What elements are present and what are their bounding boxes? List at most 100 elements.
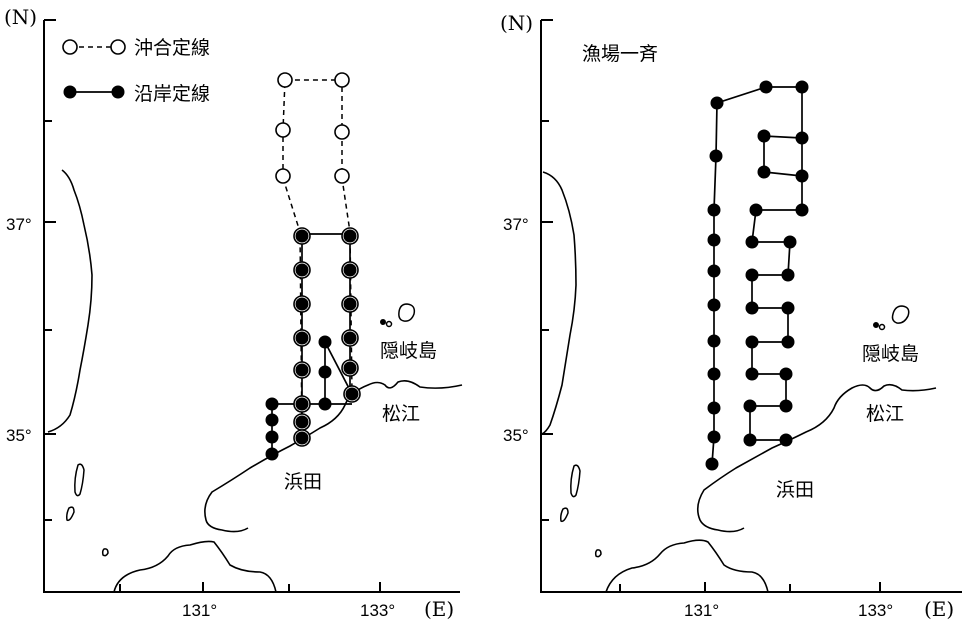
coastal-station bbox=[295, 229, 309, 243]
coastal-station bbox=[343, 263, 357, 277]
survey-station bbox=[759, 80, 773, 94]
left-korea-coast bbox=[47, 169, 93, 433]
coastal-stations-col-b bbox=[341, 227, 361, 403]
offshore-station bbox=[275, 168, 291, 184]
right-axis-n-label: (N) bbox=[500, 11, 533, 35]
survey-station bbox=[745, 335, 759, 349]
coastal-station bbox=[265, 447, 279, 461]
survey-station bbox=[779, 367, 793, 381]
survey-station bbox=[705, 457, 719, 471]
coastal-station bbox=[295, 263, 309, 277]
coastal-station bbox=[265, 430, 279, 444]
right-oki-island bbox=[891, 305, 910, 324]
right-survey-route bbox=[705, 80, 809, 471]
survey-station bbox=[745, 235, 759, 249]
left-axis-e-label: (E) bbox=[424, 597, 454, 621]
right-place-hamada: 浜田 bbox=[776, 479, 814, 501]
left-map: (N) 37° 35° 131° 133° (E) 隠岐島 松江 浜田 沖合定線 bbox=[4, 5, 463, 621]
right-lat-35: 35° bbox=[503, 426, 529, 445]
right-honshu-coast bbox=[696, 383, 937, 533]
survey-station bbox=[795, 131, 809, 145]
survey-station bbox=[781, 301, 795, 315]
survey-station bbox=[749, 203, 763, 217]
survey-station bbox=[707, 367, 721, 381]
right-lon-133: 133° bbox=[858, 601, 893, 620]
offshore-station bbox=[275, 122, 291, 138]
right-place-oki: 隠岐島 bbox=[862, 343, 919, 365]
right-map: (N) 37° 35° 131° 133° (E) 漁場一斉 隠岐島 松江 浜田 bbox=[500, 11, 962, 621]
right-axis-e-label: (E) bbox=[924, 597, 954, 621]
left-honshu-coast bbox=[204, 380, 463, 533]
coastal-station bbox=[295, 363, 309, 377]
legend-coastal-label: 沿岸定線 bbox=[134, 83, 210, 105]
survey-station bbox=[745, 367, 759, 381]
right-korea-coast bbox=[541, 171, 577, 435]
left-coastal-route bbox=[265, 227, 361, 461]
survey-station bbox=[707, 233, 721, 247]
survey-station bbox=[779, 399, 793, 413]
survey-station bbox=[710, 96, 724, 110]
coastal-station bbox=[295, 431, 309, 445]
left-place-oki: 隠岐島 bbox=[380, 340, 437, 362]
left-lat-37: 37° bbox=[6, 215, 32, 234]
left-kyushu-coast bbox=[113, 540, 277, 593]
survey-station bbox=[757, 165, 771, 179]
coastal-station bbox=[295, 397, 309, 411]
right-map-title: 漁場一斉 bbox=[582, 43, 658, 65]
left-axis-n-label: (N) bbox=[4, 5, 37, 29]
right-lat-37: 37° bbox=[503, 215, 529, 234]
survey-station bbox=[795, 169, 809, 183]
survey-station bbox=[757, 129, 771, 143]
survey-station bbox=[707, 264, 721, 278]
survey-station bbox=[745, 301, 759, 315]
coastal-station bbox=[318, 365, 332, 379]
offshore-station bbox=[334, 72, 350, 88]
survey-station bbox=[707, 430, 721, 444]
left-offshore-route bbox=[275, 72, 353, 439]
survey-station bbox=[781, 335, 795, 349]
left-place-hamada: 浜田 bbox=[284, 471, 322, 493]
left-oki-island bbox=[398, 303, 416, 322]
right-lon-131: 131° bbox=[684, 601, 719, 620]
left-lon-133: 133° bbox=[360, 601, 395, 620]
left-axes bbox=[43, 20, 460, 593]
legend-offshore-label: 沖合定線 bbox=[134, 37, 210, 59]
survey-station bbox=[795, 80, 809, 94]
coastal-stations-extra bbox=[265, 335, 332, 461]
left-tsushima-island bbox=[74, 463, 85, 497]
coastal-station bbox=[295, 331, 309, 345]
coastal-station bbox=[343, 361, 357, 375]
survey-station bbox=[783, 235, 797, 249]
coastal-station bbox=[295, 415, 309, 429]
survey-station bbox=[781, 268, 795, 282]
coastal-station bbox=[318, 397, 332, 411]
coastal-stations-col-a bbox=[293, 227, 311, 447]
right-place-matsue: 松江 bbox=[866, 403, 904, 425]
survey-station bbox=[779, 433, 793, 447]
left-lon-131: 131° bbox=[182, 601, 217, 620]
survey-station bbox=[743, 433, 757, 447]
right-tsushima-island bbox=[570, 464, 581, 498]
coastal-station bbox=[345, 387, 359, 401]
survey-station bbox=[707, 203, 721, 217]
survey-station bbox=[707, 401, 721, 415]
left-lat-35: 35° bbox=[6, 426, 32, 445]
survey-station bbox=[745, 268, 759, 282]
right-axes bbox=[540, 20, 962, 593]
survey-station bbox=[707, 334, 721, 348]
coastal-station bbox=[265, 397, 279, 411]
coastal-station bbox=[343, 331, 357, 345]
survey-station bbox=[795, 203, 809, 217]
left-place-matsue: 松江 bbox=[382, 403, 420, 425]
left-legend: 沖合定線 沿岸定線 bbox=[62, 37, 210, 105]
right-kyushu-coast bbox=[605, 539, 769, 593]
offshore-station bbox=[334, 168, 350, 184]
survey-station bbox=[743, 399, 757, 413]
survey-station bbox=[707, 298, 721, 312]
coastal-station bbox=[318, 335, 332, 349]
coastal-station bbox=[265, 413, 279, 427]
coastal-station bbox=[343, 297, 357, 311]
coastal-station bbox=[295, 297, 309, 311]
coastal-station bbox=[343, 229, 357, 243]
